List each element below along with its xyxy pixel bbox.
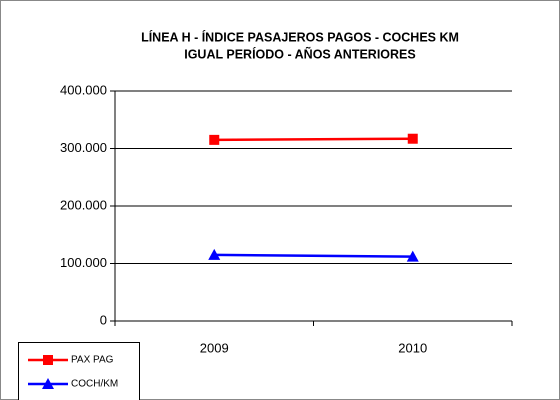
legend-marker bbox=[42, 378, 54, 389]
y-tick-label: 100.000 bbox=[60, 255, 107, 270]
legend-label: COCH/KM bbox=[71, 379, 118, 390]
legend-box bbox=[18, 342, 140, 400]
y-tick-label: 400.000 bbox=[60, 82, 107, 97]
point bbox=[209, 134, 220, 145]
y-tick-label: 200.000 bbox=[60, 197, 107, 212]
legend-label: PAX PAG bbox=[71, 355, 114, 366]
point bbox=[406, 250, 419, 262]
legend-marker bbox=[43, 355, 53, 365]
line bbox=[214, 253, 413, 258]
point bbox=[407, 133, 418, 144]
line bbox=[214, 137, 413, 142]
y-tick-label: 300.000 bbox=[60, 140, 107, 155]
x-tick-label: 2009 bbox=[200, 340, 229, 355]
point bbox=[208, 248, 221, 260]
chart-title: LÍNEA H - ÍNDICE PASAJEROS PAGOS - COCHE… bbox=[141, 29, 459, 44]
chart-title: IGUAL PERÍODO - AÑOS ANTERIORES bbox=[184, 46, 416, 61]
x-tick-label: 2010 bbox=[398, 340, 427, 355]
y-tick-label: 0 bbox=[100, 312, 107, 327]
